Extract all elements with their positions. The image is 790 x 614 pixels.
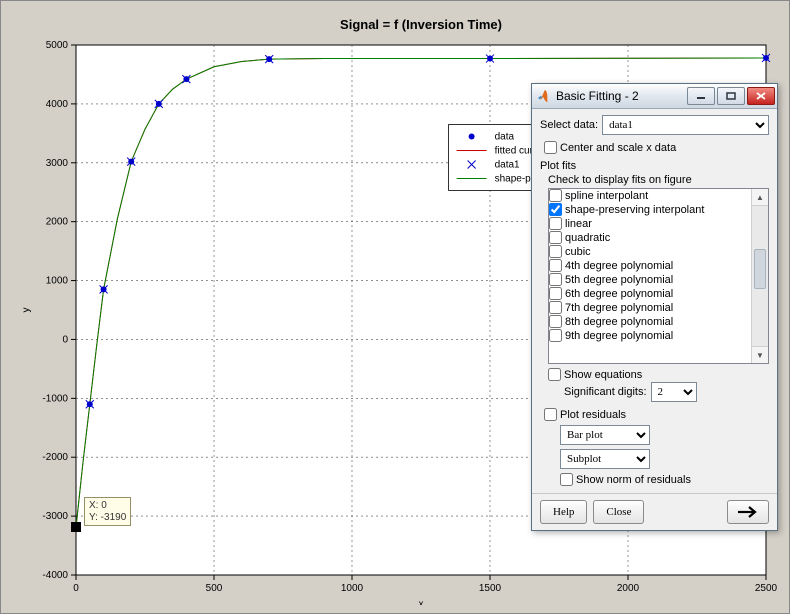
svg-text:2000: 2000: [617, 583, 640, 594]
plot-residuals-label: Plot residuals: [560, 409, 626, 421]
select-data-dropdown[interactable]: data1: [602, 115, 769, 135]
fit-option-2[interactable]: linear: [549, 217, 752, 230]
basic-fitting-dialog: Basic Fitting - 2 Select data: data1 Cen…: [531, 83, 778, 531]
fit-option-0[interactable]: spline interpolant: [549, 189, 752, 202]
svg-text:data1: data1: [495, 160, 520, 171]
fit-option-5[interactable]: 4th degree polynomial: [549, 259, 752, 272]
fit-option-label: 6th degree polynomial: [565, 288, 673, 300]
svg-text:-1000: -1000: [42, 393, 68, 404]
fit-option-9[interactable]: 8th degree polynomial: [549, 315, 752, 328]
sig-digits-label: Significant digits:: [564, 386, 647, 398]
svg-text:-4000: -4000: [42, 570, 68, 581]
datatip-marker: [71, 522, 81, 532]
fit-option-label: cubic: [565, 246, 591, 258]
fit-option-checkbox[interactable]: [549, 189, 562, 202]
fit-option-checkbox[interactable]: [549, 259, 562, 272]
fit-option-label: linear: [565, 218, 592, 230]
fit-option-checkbox[interactable]: [549, 273, 562, 286]
svg-text:x: x: [419, 599, 424, 605]
check-display-label: Check to display fits on figure: [548, 174, 769, 186]
help-button[interactable]: Help: [540, 500, 587, 524]
dialog-titlebar[interactable]: Basic Fitting - 2: [532, 84, 777, 109]
show-equations-checkbox[interactable]: [548, 368, 561, 381]
svg-text:0: 0: [73, 583, 79, 594]
svg-text:4000: 4000: [46, 99, 69, 110]
fit-option-checkbox[interactable]: [549, 217, 562, 230]
fit-option-6[interactable]: 5th degree polynomial: [549, 273, 752, 286]
sig-digits-dropdown[interactable]: 2: [651, 382, 697, 402]
fit-option-checkbox[interactable]: [549, 301, 562, 314]
maximize-button[interactable]: [717, 87, 745, 105]
svg-text:-3000: -3000: [42, 511, 68, 522]
fit-option-checkbox[interactable]: [549, 245, 562, 258]
fit-option-label: quadratic: [565, 232, 610, 244]
fit-option-checkbox[interactable]: [549, 231, 562, 244]
residual-location-dropdown[interactable]: Subplot: [560, 449, 650, 469]
fit-option-label: 4th degree polynomial: [565, 260, 673, 272]
residual-type-dropdown[interactable]: Bar plot: [560, 425, 650, 445]
svg-text:2000: 2000: [46, 217, 69, 228]
fit-option-1[interactable]: shape-preserving interpolant: [549, 203, 752, 216]
svg-text:500: 500: [206, 583, 223, 594]
fit-list: spline interpolant shape-preserving inter…: [548, 188, 769, 364]
plot-fits-label: Plot fits: [540, 160, 769, 172]
svg-text:2500: 2500: [755, 583, 778, 594]
fit-option-10[interactable]: 9th degree polynomial: [549, 329, 752, 342]
fit-list-scrollbar[interactable]: ▲ ▼: [751, 189, 768, 363]
fit-option-label: 9th degree polynomial: [565, 330, 673, 342]
fit-option-checkbox[interactable]: [549, 287, 562, 300]
svg-text:5000: 5000: [46, 40, 69, 51]
center-scale-checkbox[interactable]: [544, 141, 557, 154]
center-scale-label: Center and scale x data: [560, 142, 676, 154]
fit-option-4[interactable]: cubic: [549, 245, 752, 258]
fit-option-8[interactable]: 7th degree polynomial: [549, 301, 752, 314]
show-norm-label: Show norm of residuals: [576, 474, 691, 486]
fit-option-7[interactable]: 6th degree polynomial: [549, 287, 752, 300]
fit-option-label: 7th degree polynomial: [565, 302, 673, 314]
fit-option-label: spline interpolant: [565, 190, 648, 202]
show-equations-label: Show equations: [564, 369, 642, 381]
fit-option-label: 8th degree polynomial: [565, 316, 673, 328]
plot-residuals-checkbox[interactable]: [544, 408, 557, 421]
dialog-title: Basic Fitting - 2: [556, 89, 687, 103]
minimize-button[interactable]: [687, 87, 715, 105]
fit-option-checkbox[interactable]: [549, 203, 562, 216]
fit-option-checkbox[interactable]: [549, 315, 562, 328]
svg-text:1000: 1000: [341, 583, 364, 594]
svg-text:3000: 3000: [46, 158, 69, 169]
svg-text:-2000: -2000: [42, 452, 68, 463]
fit-option-3[interactable]: quadratic: [549, 231, 752, 244]
fit-option-label: 5th degree polynomial: [565, 274, 673, 286]
svg-text:1000: 1000: [46, 276, 69, 287]
show-norm-checkbox[interactable]: [560, 473, 573, 486]
close-dialog-button[interactable]: Close: [593, 500, 644, 524]
fit-option-checkbox[interactable]: [549, 329, 562, 342]
svg-text:Signal = f (Inversion Time): Signal = f (Inversion Time): [340, 17, 502, 32]
fit-option-label: shape-preserving interpolant: [565, 204, 704, 216]
select-data-label: Select data:: [540, 119, 598, 131]
next-page-button[interactable]: [727, 500, 769, 524]
datatip: X: 0Y: -3190: [84, 497, 131, 526]
svg-text:data: data: [495, 132, 515, 143]
svg-text:y: y: [21, 308, 32, 313]
close-button[interactable]: [747, 87, 775, 105]
svg-text:1500: 1500: [479, 583, 502, 594]
matlab-icon: [538, 89, 552, 103]
svg-text:0: 0: [62, 334, 68, 345]
